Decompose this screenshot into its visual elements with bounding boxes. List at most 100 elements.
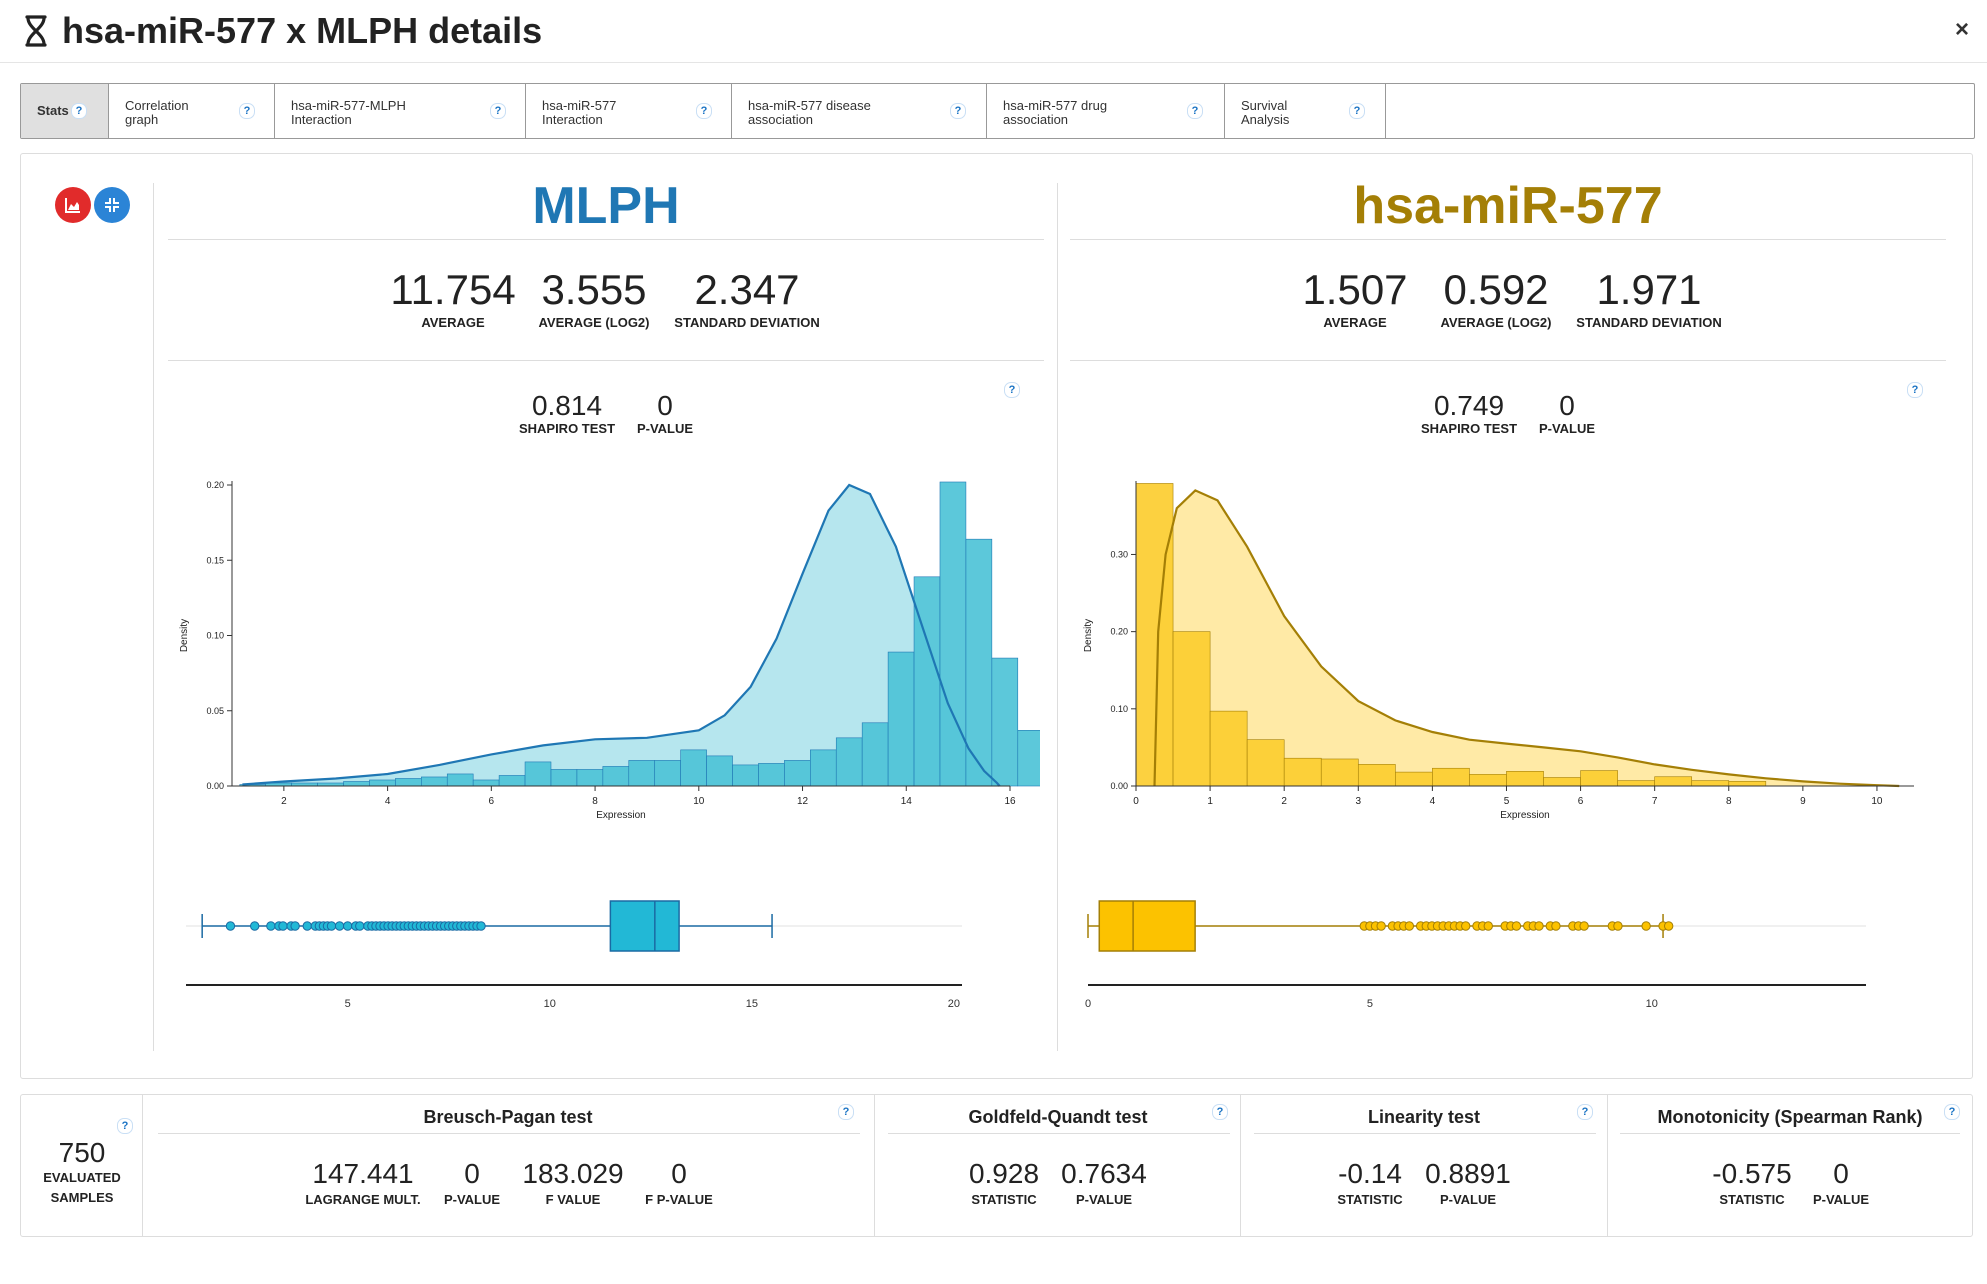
x-tick-label: 14: [901, 796, 913, 807]
help-icon[interactable]: ?: [1349, 103, 1365, 119]
help-icon[interactable]: ?: [71, 103, 87, 119]
outlier-point: [476, 921, 486, 931]
histogram-bar: [810, 749, 837, 787]
tab-correlation-graph[interactable]: Correlation graph ?: [109, 84, 275, 138]
y-tick-label: 0.20: [206, 480, 224, 490]
x-tick-label: 3: [1356, 796, 1362, 807]
y-tick-label: 0.30: [1110, 549, 1128, 559]
tab-label: hsa-miR-577 disease association: [748, 98, 871, 127]
monotonicity-title: Monotonicity (Spearman Rank): [1657, 1107, 1923, 1127]
histogram-bar: [369, 779, 396, 787]
x-axis-label: Expression: [596, 810, 645, 821]
histogram-bar: [602, 766, 630, 787]
divider: [168, 360, 1044, 361]
outlier-point: [266, 921, 276, 931]
histogram-bar: [524, 761, 552, 787]
gene-title: MLPH: [532, 177, 680, 235]
tab-interaction-pair[interactable]: hsa-miR-577-MLPH Interaction ?: [275, 84, 526, 138]
box-iqr: [1098, 900, 1196, 952]
histogram-bar: [1469, 774, 1507, 787]
help-icon[interactable]: ?: [1187, 103, 1203, 119]
histogram-bar: [939, 481, 967, 787]
tab-survival-analysis[interactable]: Survival Analysis ?: [1225, 84, 1386, 138]
help-icon[interactable]: ?: [696, 103, 712, 119]
std-dev-label: STANDARD DEVIATION: [674, 315, 820, 330]
linearity-title: Linearity test: [1367, 1107, 1481, 1127]
kde-area: [1154, 490, 1900, 786]
divider: [1607, 1095, 1608, 1236]
divider: [1070, 360, 1946, 361]
outlier-point: [250, 921, 260, 931]
help-icon[interactable]: ?: [838, 1104, 854, 1120]
p-value-label: P-VALUE: [636, 421, 694, 436]
divider: [1620, 1133, 1960, 1134]
outlier-point: [342, 921, 353, 931]
help-icon[interactable]: ?: [1577, 1104, 1593, 1120]
help-icon[interactable]: ?: [490, 103, 506, 119]
histogram-bar: [628, 760, 656, 787]
outlier-point: [278, 921, 288, 931]
histogram-toggle-button[interactable]: [55, 187, 91, 223]
compress-button[interactable]: [94, 187, 130, 223]
column-divider: [1057, 183, 1058, 1051]
close-button[interactable]: ×: [1954, 16, 1969, 43]
breusch-pagan-title: Breusch-Pagan test: [423, 1107, 593, 1127]
divider: [1240, 1095, 1241, 1236]
tab-disease-association[interactable]: hsa-miR-577 disease association ?: [732, 84, 987, 138]
x-tick-label: 10: [1646, 998, 1658, 1010]
y-tick-label: 0.00: [206, 781, 224, 791]
chart-area-icon: [65, 198, 80, 213]
average-label: AVERAGE: [1323, 315, 1387, 330]
p-value-label: P-VALUE: [1538, 421, 1596, 436]
help-icon[interactable]: ?: [1212, 1104, 1228, 1120]
help-icon[interactable]: ?: [117, 1118, 133, 1134]
p-value: 0: [464, 1158, 480, 1189]
help-icon[interactable]: ?: [1907, 382, 1923, 398]
lagrange-value: 147.441: [312, 1158, 414, 1189]
y-axis-label: Density: [1083, 619, 1094, 652]
histogram-bar: [1543, 777, 1581, 787]
divider: [874, 1095, 875, 1236]
tab-drug-association[interactable]: hsa-miR-577 drug association ?: [987, 84, 1225, 138]
statistic-value: -0.14: [1338, 1158, 1402, 1189]
x-axis-label: Expression: [1500, 810, 1549, 821]
modal-header: [0, 0, 1987, 63]
histogram-bar: [1017, 730, 1040, 787]
histogram-bar: [965, 538, 993, 787]
histogram-bar: [1209, 710, 1248, 787]
histogram-bar: [1728, 781, 1767, 787]
shapiro-label: SHAPIRO TEST: [518, 421, 616, 436]
divider: [158, 1133, 860, 1134]
histogram-bar: [1395, 771, 1433, 787]
statistic-value: -0.575: [1712, 1158, 1792, 1189]
x-tick-label: 20: [948, 998, 960, 1010]
shapiro-value: 0.814: [531, 390, 603, 421]
std-dev-value: 2.347: [694, 266, 800, 313]
samples-label: SAMPLES: [50, 1190, 114, 1205]
mirna-title: hsa-miR-577: [1353, 177, 1663, 235]
kde-curve: [1153, 489, 1900, 788]
histogram-bar: [732, 764, 759, 787]
average-log2-value: 0.592: [1443, 266, 1549, 313]
tab-mirna-interaction[interactable]: hsa-miR-577 Interaction ?: [526, 84, 732, 138]
goldfeld-quandt-title: Goldfeld-Quandt test: [968, 1107, 1148, 1127]
histogram-bar: [472, 779, 500, 787]
x-tick-label: 8: [592, 796, 598, 807]
x-tick-label: 6: [489, 796, 495, 807]
x-tick-label: 5: [1367, 998, 1373, 1010]
x-tick-label: 2: [281, 796, 287, 807]
help-icon[interactable]: ?: [1944, 1104, 1960, 1120]
kde-curve: [242, 483, 1001, 787]
x-tick-label: 2: [1281, 796, 1287, 807]
help-icon[interactable]: ?: [1004, 382, 1020, 398]
outlier-point: [1551, 921, 1561, 931]
help-icon[interactable]: ?: [239, 103, 255, 119]
p-value: 0.7634: [1061, 1158, 1147, 1189]
modal-title: hsa-miR-577 x MLPH details: [62, 10, 543, 51]
x-tick-label: 4: [385, 796, 391, 807]
y-tick-label: 0.10: [206, 631, 224, 641]
statistic-label: STATISTIC: [1337, 1192, 1403, 1207]
tab-stats[interactable]: Stats ?: [21, 84, 109, 138]
tab-label: Correlation graph: [125, 98, 189, 127]
help-icon[interactable]: ?: [950, 103, 966, 119]
